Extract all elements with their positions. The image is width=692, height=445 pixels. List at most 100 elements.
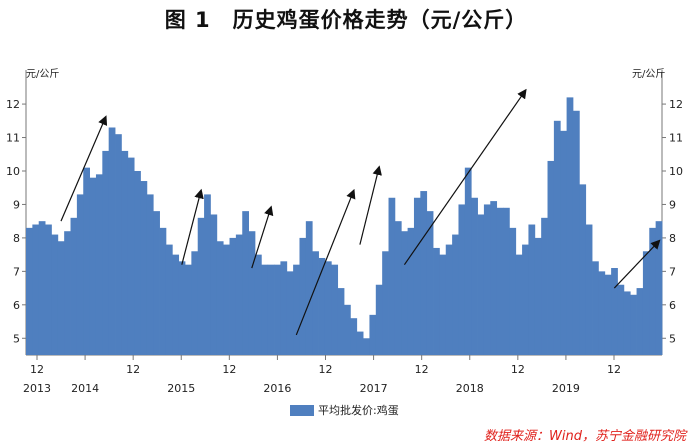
price-bar [38, 221, 46, 355]
price-bar [159, 227, 167, 355]
price-bar [64, 231, 71, 355]
price-bar [318, 257, 326, 355]
price-bar [642, 251, 650, 355]
price-bar [509, 227, 517, 355]
x-tick-year: 2019 [552, 382, 580, 395]
price-bar [76, 194, 84, 355]
price-bar [305, 221, 313, 355]
price-bar [522, 244, 529, 355]
x-tick-month: 12 [222, 363, 236, 376]
price-bar [267, 264, 275, 355]
y-tick-label-right: 12 [669, 98, 683, 111]
x-tick-month: 12 [415, 363, 429, 376]
price-bar [185, 264, 192, 355]
price-bar [216, 241, 224, 355]
price-bar [407, 227, 415, 355]
y-tick-label-right: 6 [669, 299, 676, 312]
price-bar [337, 288, 345, 355]
source-note: 数据来源：Wind，苏宁金融研究院 [484, 429, 686, 444]
price-bar [26, 227, 33, 355]
trend-arrow [613, 239, 661, 289]
price-bar [197, 217, 205, 355]
price-bar [280, 261, 288, 355]
x-tick-year: 2018 [456, 382, 484, 395]
price-bar [547, 160, 555, 355]
price-bar [528, 224, 536, 355]
price-bar [592, 261, 599, 355]
price-bar [388, 197, 396, 355]
price-bar [464, 167, 472, 355]
x-tick-year: 2017 [360, 382, 388, 395]
price-bar [134, 170, 141, 355]
y-tick-label-left: 6 [13, 299, 20, 312]
price-bar [420, 191, 428, 355]
price-bar [45, 224, 52, 355]
y-tick-label-left: 12 [6, 98, 20, 111]
price-bar [655, 221, 663, 355]
price-bar [95, 174, 103, 355]
trend-arrow [60, 115, 108, 222]
price-bar [248, 231, 256, 355]
price-bar [274, 264, 281, 355]
price-bar [254, 254, 262, 355]
price-bar [235, 234, 243, 355]
price-bar [210, 214, 218, 355]
x-tick-month: 12 [511, 363, 525, 376]
price-bar [483, 204, 491, 355]
price-bar [572, 110, 580, 355]
price-bar [229, 237, 237, 355]
x-tick-month: 12 [319, 363, 333, 376]
y-tick-label-right: 11 [669, 132, 683, 145]
x-tick-month: 12 [607, 363, 621, 376]
trend-arrow [359, 165, 382, 245]
price-bar [426, 211, 434, 355]
price-bar [560, 130, 567, 355]
price-bar [57, 241, 65, 355]
price-bar [534, 237, 542, 355]
price-bar [649, 227, 657, 355]
price-bar [566, 97, 574, 355]
right-unit-label: 元/公斤 [632, 68, 665, 80]
y-tick-label-left: 9 [13, 198, 20, 211]
price-bar [350, 318, 358, 355]
price-bar [604, 274, 612, 355]
price-bar [261, 264, 269, 355]
y-tick-label-right: 8 [669, 232, 676, 245]
price-bar [127, 157, 135, 355]
price-bar [140, 181, 148, 355]
y-tick-label-right: 7 [669, 265, 676, 278]
price-bar [630, 294, 637, 355]
x-tick-year: 2015 [167, 382, 195, 395]
price-bar [172, 254, 180, 355]
price-bar [382, 251, 389, 355]
price-bar [515, 254, 523, 355]
price-bar [585, 224, 593, 355]
price-bar [413, 197, 421, 355]
price-bar [204, 194, 211, 355]
price-bar [178, 261, 186, 355]
price-bar [89, 177, 97, 355]
chart-title: 图 1 历史鸡蛋价格走势（元/公斤） [164, 8, 528, 32]
price-bar [496, 207, 504, 355]
price-bar [471, 197, 478, 355]
left-unit-label: 元/公斤 [26, 68, 59, 80]
price-bar [331, 264, 339, 355]
price-bar [553, 120, 561, 356]
x-tick-year: 2016 [263, 382, 291, 395]
trend-arrow [251, 205, 274, 269]
x-tick-month: 12 [126, 363, 140, 376]
price-bar [503, 207, 510, 355]
price-bar [191, 251, 199, 355]
price-bar [458, 204, 466, 355]
price-bar [51, 234, 59, 355]
price-bar [102, 150, 110, 355]
price-bar [363, 338, 370, 355]
price-bar [121, 150, 129, 355]
price-bar [108, 127, 116, 355]
y-tick-label-right: 5 [669, 332, 676, 345]
y-tick-label-right: 9 [669, 198, 676, 211]
price-bar [324, 261, 332, 355]
price-bar [598, 271, 606, 355]
price-bar [369, 314, 377, 355]
